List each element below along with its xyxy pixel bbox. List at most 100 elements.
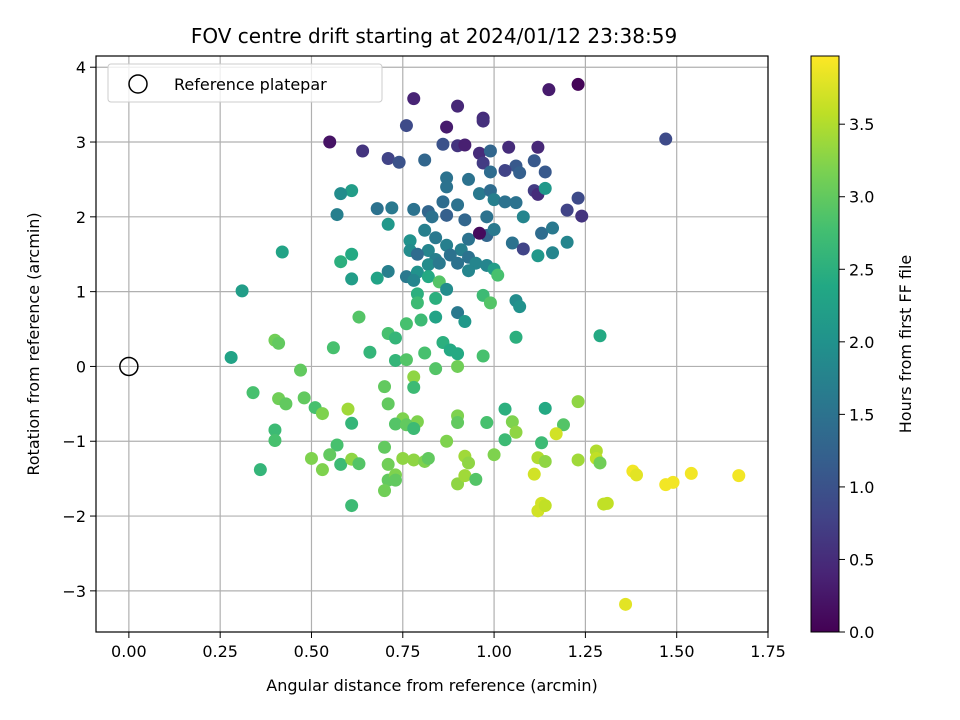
- data-point: [498, 433, 512, 447]
- data-point: [246, 386, 260, 400]
- data-point: [527, 467, 541, 481]
- y-tick-label: −3: [62, 582, 86, 601]
- data-point: [345, 499, 359, 513]
- data-point: [483, 165, 497, 179]
- data-point: [268, 433, 282, 447]
- data-point: [304, 451, 318, 465]
- data-point: [334, 255, 348, 269]
- data-point: [451, 306, 465, 320]
- data-point: [509, 196, 523, 210]
- data-point: [509, 330, 523, 344]
- data-point: [381, 217, 395, 231]
- data-point: [527, 154, 541, 168]
- data-point: [381, 457, 395, 471]
- data-point: [432, 256, 446, 270]
- data-point: [421, 258, 435, 272]
- data-point: [407, 370, 421, 384]
- data-point: [619, 597, 633, 611]
- data-point: [513, 300, 527, 314]
- data-point: [666, 475, 680, 489]
- data-point: [509, 425, 523, 439]
- data-point: [399, 119, 413, 133]
- x-axis-ticks: 0.00 0.25 0.50 0.75 1.00 1.25 1.50 1.75: [111, 632, 786, 661]
- data-point: [341, 402, 355, 416]
- x-tick-label: 0.00: [111, 642, 147, 661]
- data-point: [315, 407, 329, 421]
- data-point: [462, 264, 476, 278]
- data-point: [440, 282, 454, 296]
- data-point: [549, 427, 563, 441]
- legend-box: [107, 63, 383, 103]
- data-point: [418, 346, 432, 360]
- data-point: [538, 165, 552, 179]
- plot-background: [96, 56, 768, 632]
- data-point: [451, 347, 465, 361]
- data-point: [407, 273, 421, 287]
- data-point: [593, 456, 607, 470]
- data-point: [272, 336, 286, 350]
- data-point: [436, 195, 450, 209]
- data-point: [472, 187, 486, 201]
- data-point: [571, 77, 585, 91]
- data-point: [421, 243, 435, 257]
- data-point: [407, 202, 421, 216]
- data-point: [487, 193, 501, 207]
- data-point: [480, 210, 494, 224]
- data-point: [388, 331, 402, 345]
- data-point: [487, 223, 501, 237]
- x-tick-label: 1.50: [659, 642, 695, 661]
- data-point: [531, 249, 545, 263]
- data-point: [600, 496, 614, 510]
- data-point: [297, 391, 311, 405]
- data-point: [388, 473, 402, 487]
- data-point: [429, 291, 443, 305]
- data-point: [560, 203, 574, 217]
- data-point: [546, 221, 560, 235]
- data-point: [334, 187, 348, 201]
- data-point: [491, 268, 505, 282]
- data-point: [538, 454, 552, 468]
- data-point: [279, 397, 293, 411]
- data-point: [429, 231, 443, 245]
- data-point: [480, 416, 494, 430]
- colorbar-tick-label: 1.0: [849, 478, 874, 497]
- data-point: [684, 466, 698, 480]
- data-point: [275, 245, 289, 259]
- data-point: [381, 264, 395, 278]
- data-point: [440, 434, 454, 448]
- data-point: [345, 184, 359, 198]
- data-point: [334, 457, 348, 471]
- data-point: [516, 210, 530, 224]
- data-point: [483, 296, 497, 310]
- colorbar-tick-label: 0.5: [849, 550, 874, 569]
- y-tick-label: 1: [76, 283, 86, 302]
- data-point: [378, 380, 392, 394]
- data-point: [235, 284, 249, 298]
- data-point: [378, 440, 392, 454]
- y-tick-label: −1: [62, 432, 86, 451]
- data-point: [399, 317, 413, 331]
- data-point: [381, 151, 395, 165]
- data-point: [403, 234, 417, 248]
- data-point: [352, 310, 366, 324]
- data-point: [370, 202, 384, 216]
- data-point: [440, 180, 454, 194]
- data-point: [498, 195, 512, 209]
- data-point: [513, 166, 527, 180]
- data-point: [330, 438, 344, 452]
- data-point: [535, 226, 549, 240]
- x-tick-label: 0.75: [385, 642, 421, 661]
- data-point: [323, 448, 337, 462]
- reference-platepar-marker: [119, 356, 139, 377]
- data-point: [345, 247, 359, 261]
- data-point: [732, 469, 746, 483]
- data-point: [516, 242, 530, 256]
- data-point: [458, 138, 472, 152]
- data-point: [440, 208, 454, 222]
- data-point: [356, 144, 370, 158]
- data-point: [224, 350, 238, 364]
- data-point: [451, 99, 465, 113]
- data-point: [363, 345, 377, 359]
- data-point: [476, 349, 490, 363]
